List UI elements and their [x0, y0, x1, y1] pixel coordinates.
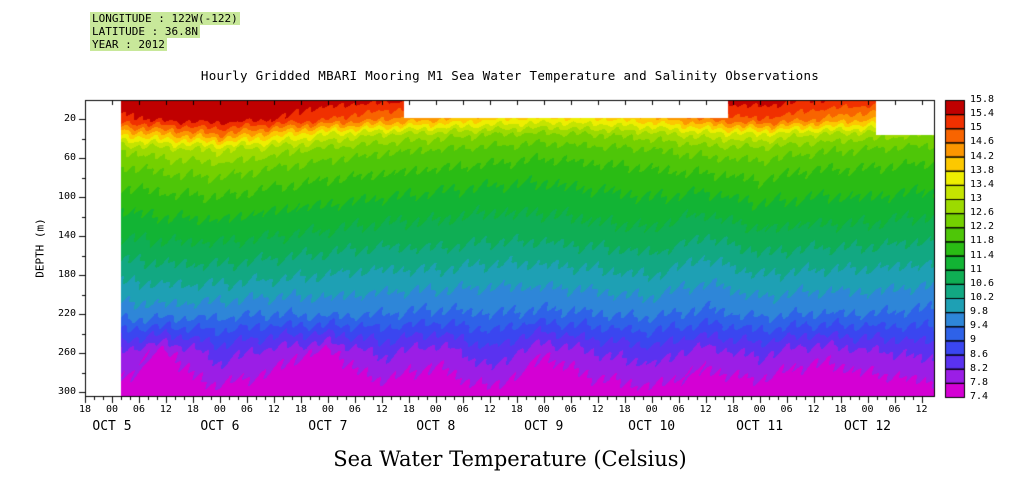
colorbar-tick-label: 10.2: [970, 292, 995, 303]
colorbar-tick-label: 15.8: [970, 94, 995, 105]
x-axis-date-label: OCT 9: [524, 419, 564, 434]
x-axis-date-label: OCT 6: [200, 419, 240, 434]
header-metadata: LONGITUDE : 122W(-122) LATITUDE : 36.8N …: [90, 12, 240, 51]
colorbar-tick-label: 10.6: [970, 277, 995, 289]
x-axis-hour-tick-label: 18: [402, 404, 415, 415]
colorbar-tick-label: 9.4: [970, 320, 989, 332]
x-axis-hour-tick-label: 12: [159, 404, 172, 415]
latitude-text: LATITUDE : 36.8N: [90, 25, 200, 38]
x-axis-hour-tick-label: 06: [132, 404, 145, 415]
year-text: YEAR : 2012: [90, 38, 167, 51]
x-axis-hour-tick-label: 18: [618, 404, 631, 415]
y-axis-tick-label: 300: [57, 386, 76, 398]
y-axis-tick-label: 60: [63, 152, 76, 164]
x-axis-hour-tick-label: 06: [348, 404, 361, 415]
plot-title: Hourly Gridded MBARI Mooring M1 Sea Wate…: [200, 68, 820, 83]
colorbar-tick-label: 12.6: [970, 207, 995, 219]
x-axis-date-label: OCT 11: [736, 419, 784, 434]
colorbar-tick-label: 7.8: [970, 376, 989, 388]
x-axis-date-label: OCT 5: [92, 419, 132, 434]
x-axis-date-label: OCT 10: [628, 419, 676, 434]
x-axis-hour-tick-label: 06: [240, 404, 253, 415]
colorbar-tick-label: 13.8: [970, 164, 995, 176]
colorbar-tick-label: 14.6: [970, 136, 995, 148]
x-axis-hour-tick-label: 12: [483, 404, 496, 415]
x-axis-hour-tick-label: 00: [861, 404, 874, 415]
x-axis-hour-tick-label: 12: [915, 404, 928, 415]
x-axis-hour-tick-label: 00: [429, 404, 442, 415]
colorbar-tick-label: 11: [970, 263, 983, 275]
y-axis-tick-label: 180: [57, 269, 76, 281]
y-axis-tick-label: 100: [57, 191, 76, 203]
x-axis-hour-tick-label: 00: [537, 404, 550, 415]
bottom-caption: Sea Water Temperature (Celsius): [333, 447, 687, 471]
x-axis-hour-tick-label: 00: [321, 404, 334, 415]
longitude-text: LONGITUDE : 122W(-122): [90, 12, 240, 25]
y-axis-tick-label: 220: [57, 308, 76, 320]
x-axis-hour-tick-label: 12: [807, 404, 820, 415]
colorbar-tick-label: 13.4: [970, 178, 995, 190]
x-axis-date-label: OCT 12: [844, 419, 892, 434]
colorbar-tick-label: 7.4: [970, 391, 989, 402]
colorbar-tick-label: 9: [970, 334, 977, 346]
colorbar-tick-label: 15: [970, 122, 983, 134]
x-axis-hour-tick-label: 18: [294, 404, 307, 415]
x-axis-hour-tick-label: 06: [888, 404, 901, 415]
x-axis-hour-tick-label: 18: [726, 404, 739, 415]
y-axis-label: DEPTH (m): [33, 218, 47, 278]
colorbar-tick-label: 15.4: [970, 108, 995, 120]
y-axis-tick-label: 20: [63, 113, 76, 125]
colorbar-tick-label: 13: [970, 193, 983, 204]
x-axis-hour-tick-label: 06: [780, 404, 793, 415]
x-axis-date-label: OCT 7: [308, 419, 348, 434]
x-axis-hour-tick-label: 18: [78, 404, 92, 415]
y-axis-tick-label: 260: [57, 347, 76, 359]
x-axis-hour-tick-label: 12: [267, 404, 280, 415]
colorbar-tick-label: 8.2: [970, 362, 989, 374]
x-axis-hour-tick-label: 00: [645, 404, 658, 415]
x-axis-hour-tick-label: 06: [456, 404, 469, 415]
x-axis-hour-tick-label: 18: [510, 404, 523, 415]
colorbar-tick-label: 11.4: [970, 249, 995, 261]
x-axis-hour-tick-label: 00: [753, 404, 766, 415]
x-axis-hour-tick-label: 06: [564, 404, 577, 415]
colorbar-tick-label: 14.2: [970, 150, 995, 162]
x-axis-hour-tick-label: 12: [591, 404, 604, 415]
y-axis-tick-label: 140: [57, 230, 76, 242]
x-axis-hour-tick-label: 00: [213, 404, 226, 415]
colorbar-tick-label: 8.6: [970, 348, 989, 360]
colorbar-tick-label: 9.8: [970, 306, 989, 318]
x-axis-hour-tick-label: 06: [672, 404, 685, 415]
x-axis-hour-tick-label: 12: [699, 404, 712, 415]
x-axis-hour-tick-label: 12: [375, 404, 388, 415]
x-axis-hour-tick-label: 18: [186, 404, 199, 415]
x-axis-hour-tick-label: 00: [105, 404, 118, 415]
colorbar-tick-label: 11.8: [970, 235, 995, 247]
x-axis-date-label: OCT 8: [416, 419, 456, 434]
x-axis-hour-tick-label: 18: [834, 404, 847, 415]
colorbar-tick-label: 12.2: [970, 221, 995, 233]
